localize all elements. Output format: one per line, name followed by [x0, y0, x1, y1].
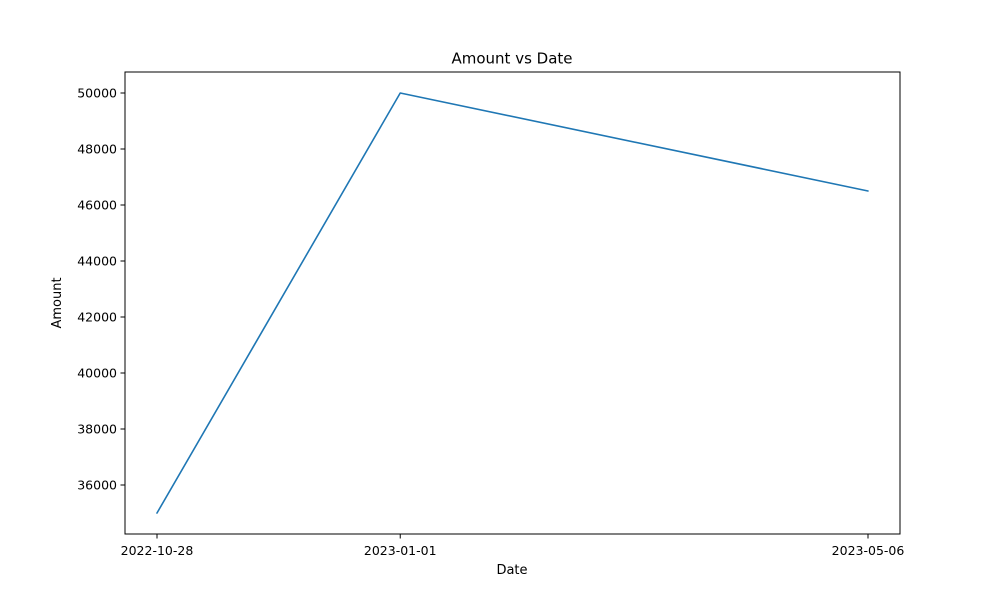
y-tick-label-0: 36000 — [77, 478, 117, 493]
x-tick-label-2: 2023-05-06 — [832, 543, 905, 558]
y-tick-label-3: 42000 — [77, 310, 117, 325]
chart-title: Amount vs Date — [451, 50, 572, 68]
y-tick-label-6: 48000 — [77, 142, 117, 157]
series-layer — [156, 92, 869, 514]
y-tick-label-5: 46000 — [77, 198, 117, 213]
x-tick-label-1: 2023-01-01 — [364, 543, 437, 558]
y-tick-label-1: 38000 — [77, 422, 117, 437]
plot-area-frame — [124, 71, 901, 535]
series-line-0 — [156, 92, 869, 514]
x-axis: 2022-10-28 2023-01-01 2023-05-06 — [121, 534, 905, 558]
y-tick-label-7: 50000 — [77, 86, 117, 101]
y-tick-label-4: 44000 — [77, 254, 117, 269]
y-axis-label: Amount — [50, 277, 65, 328]
y-tick-label-2: 40000 — [77, 366, 117, 381]
y-axis: 36000 38000 40000 42000 44000 46000 48000 50000 — [77, 86, 125, 493]
x-axis-label: Date — [496, 563, 527, 578]
x-tick-label-0: 2022-10-28 — [121, 543, 194, 558]
